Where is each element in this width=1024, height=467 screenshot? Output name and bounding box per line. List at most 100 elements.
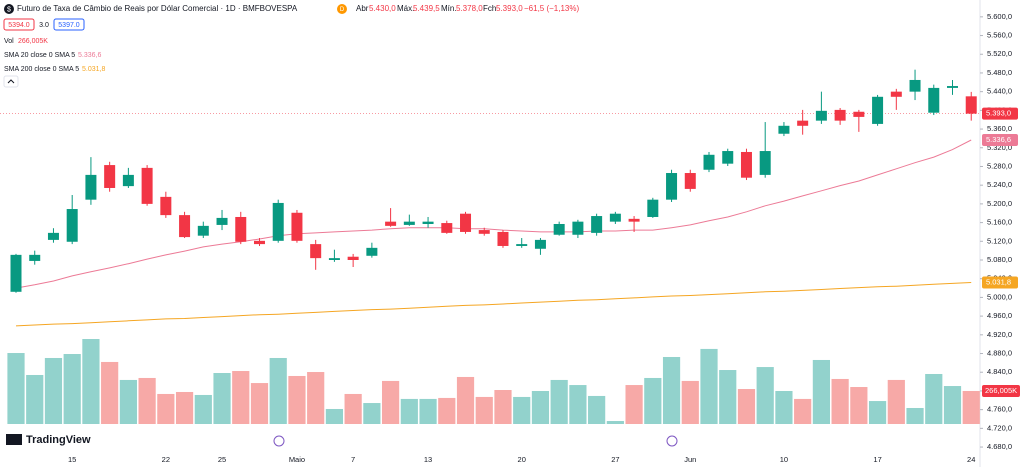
candle-body — [291, 212, 303, 241]
badge: D — [340, 7, 345, 13]
volume-bar — [475, 396, 493, 424]
candle-body — [310, 244, 322, 259]
y-tick-label: 4.920,0 — [987, 330, 1012, 339]
candle-body — [928, 87, 940, 113]
candle-body — [947, 86, 958, 88]
ohlc-value: 5.393,0 — [496, 4, 523, 13]
buy-box[interactable] — [53, 18, 85, 31]
title: Futuro de Taxa de Câmbio de Reais por Dó… — [17, 4, 298, 13]
x-tick-label: 27 — [611, 455, 619, 464]
volume-bar — [419, 398, 437, 424]
collapse-button[interactable] — [3, 75, 19, 88]
volume-bar — [606, 421, 624, 424]
candle-body — [703, 154, 715, 170]
vol-value: 266,005K — [18, 38, 48, 45]
candle-body — [534, 239, 546, 249]
sell-box[interactable] — [3, 18, 35, 31]
candle-body — [872, 96, 884, 124]
volume-bar — [138, 377, 156, 424]
axis-badge-label: 5.031,8 — [986, 278, 1011, 287]
y-tick-label: 5.280,0 — [987, 161, 1012, 170]
candle-body — [10, 254, 22, 292]
candle-body — [797, 120, 809, 126]
candle-body — [403, 221, 415, 225]
y-tick-label: 5.480,0 — [987, 68, 1012, 77]
y-tick-label: 5.440,0 — [987, 87, 1012, 96]
volume-bar — [456, 376, 475, 424]
volume-bar — [438, 397, 456, 424]
volume-bar — [531, 390, 550, 424]
volume-bar — [737, 389, 756, 424]
event-marker[interactable] — [273, 435, 285, 447]
candle-body — [85, 174, 97, 200]
volume-bar — [700, 348, 718, 424]
candle-body — [385, 221, 397, 226]
volume-bar — [925, 373, 943, 424]
sma20-label: SMA 20 close 0 SMA 5 — [4, 52, 75, 59]
candle-body — [179, 215, 191, 238]
volume-bar — [232, 371, 250, 424]
volume-bar — [756, 367, 774, 424]
change: −61,5 (−1,13%) — [524, 4, 579, 13]
candle-body — [197, 225, 209, 236]
volume-bar — [213, 373, 231, 424]
candle-body — [478, 230, 490, 234]
y-tick-label: 5.120,0 — [987, 236, 1012, 245]
volume-bar — [494, 390, 512, 424]
candle-body — [422, 221, 434, 224]
candle-body — [890, 91, 902, 97]
y-tick-label: 5.360,0 — [987, 124, 1012, 133]
volume-bar — [719, 370, 737, 424]
vol-label: Vol — [4, 38, 14, 45]
volume-bar — [344, 393, 362, 424]
volume-bar — [44, 357, 63, 424]
volume-bar — [513, 396, 531, 424]
ohlc-value: 5.378,0 — [456, 4, 483, 13]
sma200-label: SMA 200 close 0 SMA 5 — [4, 66, 79, 73]
volume-bar — [681, 380, 699, 424]
volume-bar — [569, 385, 587, 424]
x-tick-label: 7 — [351, 455, 355, 464]
candle-body — [272, 202, 284, 241]
x-tick-label: 25 — [218, 455, 226, 464]
candle-body — [366, 247, 378, 256]
x-tick-label: 13 — [424, 455, 432, 464]
x-tick-label: 10 — [780, 455, 788, 464]
y-tick-label: 5.000,0 — [987, 292, 1012, 301]
event-marker[interactable] — [666, 435, 678, 447]
volume-bar — [850, 387, 868, 424]
volume-bar — [812, 359, 830, 424]
volume-bar — [325, 408, 344, 424]
y-tick-label: 5.600,0 — [987, 12, 1012, 21]
candle-body — [141, 167, 153, 204]
volume-bar — [250, 383, 269, 424]
buy[interactable]: 5397.0 — [58, 22, 80, 29]
candle-body — [516, 244, 528, 246]
y-tick-label: 5.560,0 — [987, 31, 1012, 40]
volume-bar — [868, 401, 887, 424]
candle-body — [815, 110, 827, 121]
x-tick-label: 17 — [873, 455, 881, 464]
y-tick-label: 5.240,0 — [987, 180, 1012, 189]
volume-bar — [82, 339, 100, 424]
y-tick-label: 5.320,0 — [987, 143, 1012, 152]
volume-bar — [943, 386, 962, 424]
candle-body — [104, 165, 116, 188]
candle-body — [553, 223, 565, 235]
sell[interactable]: 5394.0 — [8, 22, 30, 29]
volume-bar — [625, 385, 643, 424]
volume-bar — [906, 407, 924, 424]
volume-bar — [588, 395, 606, 424]
volume-bar — [26, 374, 44, 424]
ohlc-value: 5.439,5 — [413, 4, 440, 13]
y-tick-label: 4.880,0 — [987, 349, 1012, 358]
candle-body — [759, 151, 771, 175]
badge-circle — [337, 4, 347, 14]
y-tick-label: 5.160,0 — [987, 218, 1012, 227]
logo-icon — [6, 434, 22, 445]
volume-bar — [775, 390, 793, 424]
axis-badge-label: 5.336,6 — [986, 135, 1011, 144]
volume-bar — [194, 394, 212, 424]
candle-body — [253, 240, 265, 245]
ohlc-label: Abr — [356, 4, 369, 13]
